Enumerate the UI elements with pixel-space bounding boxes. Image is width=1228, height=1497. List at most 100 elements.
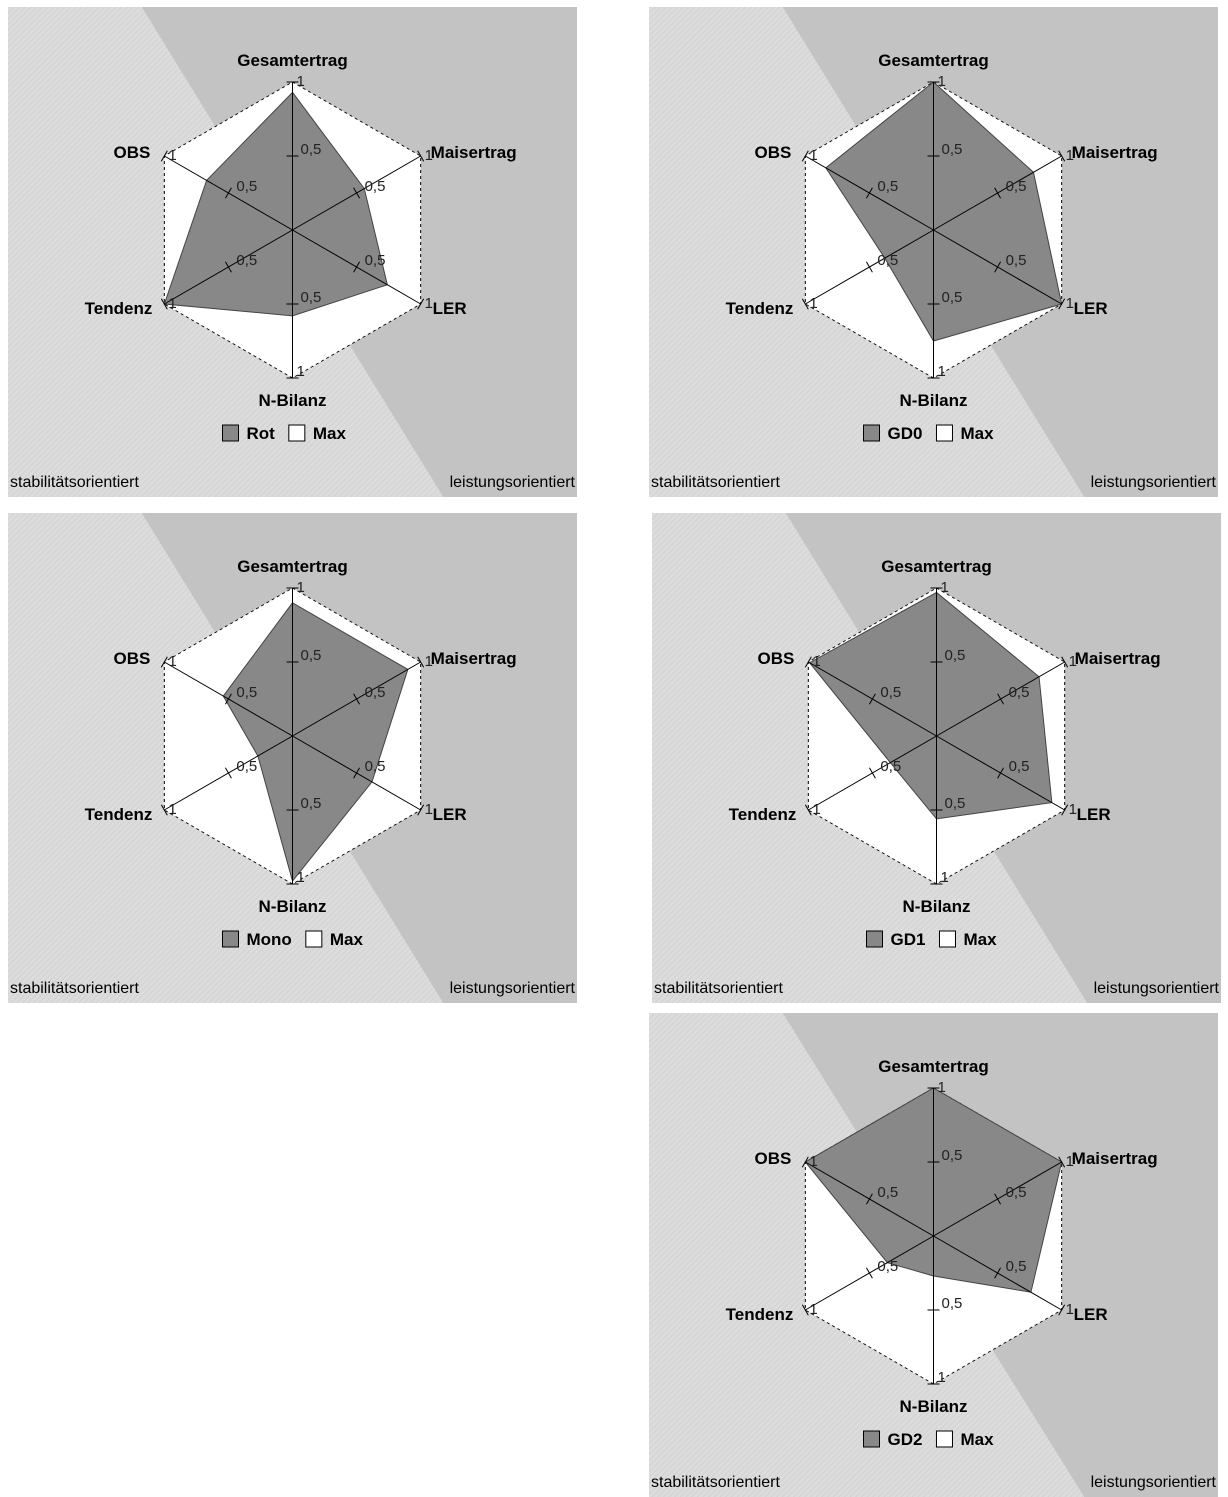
legend-label-gd2: GD2 (888, 1430, 923, 1449)
tick-label: 1 (425, 801, 433, 818)
axis-label-ler: LER (433, 805, 467, 824)
tick-label: 0,5 (236, 252, 257, 269)
tick-label: 1 (1066, 1153, 1074, 1170)
tick-label: 0,5 (301, 795, 322, 812)
tick-mark (994, 261, 1002, 273)
region-label-stability: stabilitätsorientiert (651, 474, 781, 491)
tick-mark (417, 804, 425, 816)
axis-label-maisertrag: Maisertrag (431, 143, 517, 162)
region-label-stability: stabilitätsorientiert (10, 474, 140, 491)
tick-label: 0,5 (1009, 758, 1030, 775)
tick-mark (865, 1267, 873, 1279)
radar-panel-gd0: 0,5 1 Gesamtertrag 0,5 1 Maisertrag 0,5 1 LER 0,5… (649, 7, 1218, 497)
legend-swatch-gd0 (863, 424, 880, 442)
tick-label: 1 (1069, 653, 1077, 670)
tick-mark (353, 693, 361, 705)
axis-label-ler: LER (1074, 299, 1108, 318)
tick-mark (801, 150, 809, 162)
tick-label: 1 (425, 295, 433, 312)
region-label-performance: leistungsorientiert (1091, 1474, 1217, 1491)
tick-label: 1 (297, 579, 305, 596)
axis-label-gesamtertrag: Gesamtertrag (878, 1057, 989, 1076)
tick-label: 0,5 (236, 684, 257, 701)
tick-label: 1 (812, 801, 820, 818)
legend-label-rot: Rot (247, 424, 276, 443)
legend-swatch-max (938, 930, 956, 948)
tick-mark (224, 693, 232, 705)
tick-label: 1 (425, 653, 433, 670)
tick-label: 0,5 (945, 795, 966, 812)
axis-label-obs: OBS (757, 649, 794, 668)
tick-mark (160, 298, 168, 310)
tick-mark (868, 767, 876, 779)
axis-label-obs: OBS (754, 143, 791, 162)
region-label-stability: stabilitätsorientiert (654, 980, 784, 997)
axis-label-maisertrag: Maisertrag (431, 649, 517, 668)
tick-mark (417, 656, 425, 668)
axis-label-gesamtertrag: Gesamtertrag (878, 51, 989, 70)
tick-label: 0,5 (877, 1258, 898, 1275)
tick-label: 0,5 (301, 647, 322, 664)
tick-label: 0,5 (880, 758, 901, 775)
tick-mark (1058, 1156, 1066, 1168)
tick-label: 1 (425, 147, 433, 164)
tick-label: 1 (809, 1301, 817, 1318)
tick-mark (1058, 298, 1066, 310)
tick-label: 0,5 (880, 684, 901, 701)
tick-mark (994, 1193, 1002, 1205)
axis-label-n-bilanz: N-Bilanz (903, 897, 971, 916)
tick-label: 1 (168, 653, 176, 670)
axis-label-tendenz: Tendenz (729, 805, 797, 824)
axis-label-maisertrag: Maisertrag (1072, 143, 1158, 162)
tick-label: 1 (941, 869, 949, 886)
axis-label-n-bilanz: N-Bilanz (900, 1397, 968, 1416)
tick-label: 0,5 (301, 141, 322, 158)
tick-mark (224, 187, 232, 199)
axis-label-obs: OBS (754, 1149, 791, 1168)
tick-label: 0,5 (1006, 1184, 1027, 1201)
axis-label-ler: LER (1074, 1305, 1108, 1324)
region-label-performance: leistungsorientiert (450, 474, 576, 491)
tick-label: 1 (809, 147, 817, 164)
legend-swatch-max (305, 930, 323, 948)
tick-label: 0,5 (236, 178, 257, 195)
tick-mark (997, 693, 1005, 705)
tick-mark (160, 804, 168, 816)
radar-panel-gd2: 0,5 1 Gesamtertrag 0,5 1 Maisertrag 0,5 1 LER 0,5… (649, 1013, 1218, 1497)
tick-mark (804, 656, 812, 668)
tick-mark (868, 693, 876, 705)
axis-label-ler: LER (433, 299, 467, 318)
tick-mark (353, 261, 361, 273)
tick-mark (865, 187, 873, 199)
legend-label-max: Max (330, 930, 364, 949)
tick-label: 0,5 (942, 289, 963, 306)
tick-mark (865, 261, 873, 273)
tick-label: 1 (938, 73, 946, 90)
legend-swatch-max (288, 424, 306, 442)
region-label-performance: leistungsorientiert (1091, 474, 1217, 491)
tick-mark (160, 150, 168, 162)
axis-label-obs: OBS (113, 649, 150, 668)
tick-label: 1 (1066, 1301, 1074, 1318)
radar-panel-mono: 0,5 1 Gesamtertrag 0,5 1 Maisertrag 0,5 1 LER 0,5… (8, 513, 577, 1003)
legend-label-gd0: GD0 (888, 424, 923, 443)
legend-label-max: Max (963, 930, 997, 949)
tick-label: 0,5 (301, 289, 322, 306)
tick-label: 1 (809, 295, 817, 312)
tick-label: 1 (812, 653, 820, 670)
tick-label: 0,5 (942, 1147, 963, 1164)
legend-label-max: Max (313, 424, 347, 443)
tick-label: 1 (1066, 295, 1074, 312)
tick-label: 0,5 (942, 1295, 963, 1312)
legend-label-max: Max (960, 424, 994, 443)
tick-label: 0,5 (365, 178, 386, 195)
region-label-stability: stabilitätsorientiert (10, 980, 140, 997)
legend-swatch-max (935, 424, 953, 442)
legend-swatch-max (935, 1430, 953, 1448)
tick-mark (417, 150, 425, 162)
radar-panel-rot: 0,5 1 Gesamtertrag 0,5 1 Maisertrag 0,5 1 LER 0,5… (8, 7, 577, 497)
